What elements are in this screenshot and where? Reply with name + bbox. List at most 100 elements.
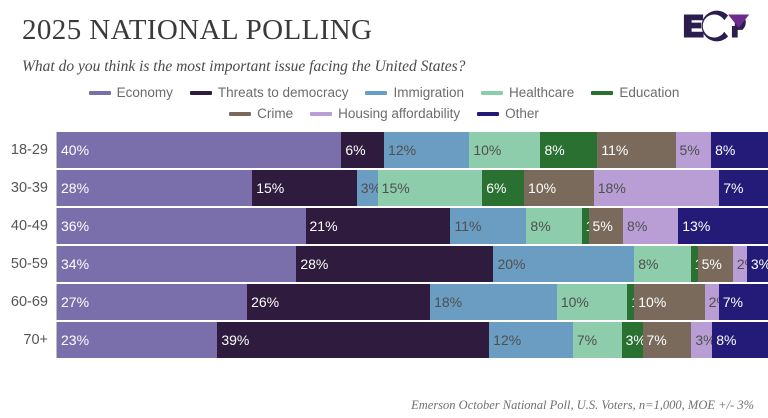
- bar-segment-economy[interactable]: 27%: [57, 284, 248, 320]
- bar-segment-other[interactable]: 3%: [746, 246, 768, 282]
- bar-segment-immigration[interactable]: 3%: [356, 170, 381, 206]
- bar-segment-value: 7%: [646, 332, 667, 348]
- bar-segment-education[interactable]: 1%: [690, 246, 715, 282]
- bar-segment-value: 13%: [682, 218, 711, 234]
- legend-item-crime[interactable]: Crime: [229, 106, 293, 121]
- bar-segment-value: 7%: [576, 332, 598, 348]
- legend-item-education[interactable]: Education: [591, 85, 679, 100]
- bar-segment-value: 18%: [434, 294, 463, 310]
- bar-segment-crime[interactable]: 11%: [597, 132, 676, 168]
- bar-segment-threats-to-democracy[interactable]: 28%: [296, 246, 494, 282]
- bar-segment-economy[interactable]: 23%: [57, 322, 218, 358]
- bar-segment-housing-affordability[interactable]: 18%: [593, 170, 720, 206]
- legend-item-healthcare[interactable]: Healthcare: [481, 85, 574, 100]
- bar-segment-threats-to-democracy[interactable]: 6%: [341, 132, 385, 168]
- legend-item-other[interactable]: Other: [477, 106, 539, 121]
- category-label: 60-69: [10, 294, 48, 310]
- bar-segment-value: 10%: [473, 142, 502, 158]
- bar-segment-crime[interactable]: 5%: [588, 208, 624, 244]
- category-label: 70+: [23, 332, 48, 348]
- bar-segment-value: 3%: [695, 332, 716, 348]
- legend-label: Crime: [257, 106, 294, 121]
- bar-segment-education[interactable]: 1%: [627, 284, 651, 320]
- bar-segment-housing-affordability[interactable]: 3%: [691, 322, 716, 358]
- bar-segment-threats-to-democracy[interactable]: 15%: [252, 170, 357, 206]
- legend-item-threats-to-democracy[interactable]: Threats to democracy: [189, 85, 348, 100]
- bar-segment-economy[interactable]: 28%: [57, 170, 253, 206]
- bar-segment-housing-affordability[interactable]: 8%: [623, 208, 679, 244]
- bar-segment-healthcare[interactable]: 7%: [572, 322, 622, 358]
- bar-segment-value: 5%: [701, 256, 722, 272]
- bar-segment-immigration[interactable]: 18%: [430, 284, 557, 320]
- legend-label: Economy: [116, 85, 173, 100]
- legend-swatch-icon: [591, 90, 614, 95]
- bar-segment-education[interactable]: 6%: [482, 170, 525, 206]
- bar-segment-education[interactable]: 8%: [540, 132, 598, 168]
- bar-segment-immigration[interactable]: 20%: [493, 246, 635, 282]
- bar-segment-housing-affordability[interactable]: 5%: [675, 132, 712, 168]
- category-label: 18-29: [10, 142, 48, 158]
- bar-segment-immigration[interactable]: 12%: [489, 322, 573, 358]
- bar-segment-crime[interactable]: 10%: [524, 170, 594, 206]
- bar-segment-value: 27%: [61, 294, 90, 310]
- bar-segment-value: 6%: [345, 142, 366, 158]
- bar-track: 23% 39% 12% 7% 3% 7% 3% 8%: [56, 322, 768, 358]
- bar-segment-crime[interactable]: 5%: [697, 246, 733, 282]
- bar-segment-other[interactable]: 8%: [712, 322, 768, 358]
- bar-track: 36% 21% 11% 8% 1%5% 8% 13%: [56, 208, 768, 244]
- bar-segment-value: 28%: [61, 180, 90, 196]
- bar-row: 70+ 23% 39% 12% 7% 3% 7% 3% 8%: [0, 322, 768, 358]
- chart-legend: Economy Threats to democracy Immigration He…: [0, 82, 768, 124]
- bar-segment-education[interactable]: 3%: [621, 322, 646, 358]
- legend-swatch-icon: [477, 111, 500, 116]
- bar-segment-other[interactable]: 7%: [719, 170, 768, 206]
- bar-segment-crime[interactable]: 10%: [634, 284, 705, 320]
- legend-swatch-icon: [189, 90, 212, 95]
- bar-segment-value: 39%: [221, 332, 250, 348]
- bar-segment-healthcare[interactable]: 8%: [634, 246, 691, 282]
- bar-segment-housing-affordability[interactable]: 2%: [732, 246, 757, 282]
- bar-segment-value: 40%: [61, 142, 90, 158]
- bar-segment-value: 8%: [544, 142, 565, 158]
- bar-track: 28% 15% 3% 15% 6% 10% 18% 7%: [56, 170, 768, 206]
- bar-segment-threats-to-democracy[interactable]: 21%: [305, 208, 451, 244]
- bar-track: 34% 28% 20% 8% 1%5% 2%3%: [56, 246, 768, 282]
- bar-segment-economy[interactable]: 40%: [57, 132, 342, 168]
- bar-segment-economy[interactable]: 36%: [57, 208, 306, 244]
- bar-segment-crime[interactable]: 7%: [642, 322, 692, 358]
- legend-item-immigration[interactable]: Immigration: [365, 85, 464, 100]
- bar-segment-value: 3%: [625, 332, 646, 348]
- legend-item-economy[interactable]: Economy: [88, 85, 173, 100]
- bar-segment-value: 8%: [716, 332, 737, 348]
- bar-segment-immigration[interactable]: 12%: [384, 132, 470, 168]
- bar-segment-value: 10%: [560, 294, 589, 310]
- bar-segment-healthcare[interactable]: 10%: [469, 132, 541, 168]
- legend-item-housing-affordability[interactable]: Housing affordability: [310, 106, 460, 121]
- stacked-bar-chart: 18-29 40% 6% 12% 10% 8% 11% 5% 8% 30-39 28% 15% 3% 15…: [0, 132, 768, 358]
- bar-segment-healthcare[interactable]: 8%: [526, 208, 582, 244]
- bar-segment-other[interactable]: 7%: [718, 284, 768, 320]
- bar-row: 40-49 36% 21% 11% 8% 1%5% 8% 13%: [0, 208, 768, 244]
- legend-label: Immigration: [393, 85, 465, 100]
- bar-segment-housing-affordability[interactable]: 2%: [704, 284, 729, 320]
- bar-segment-threats-to-democracy[interactable]: 26%: [247, 284, 431, 320]
- bar-segment-economy[interactable]: 34%: [57, 246, 297, 282]
- bar-segment-value: 12%: [493, 332, 522, 348]
- bar-segment-other[interactable]: 8%: [711, 132, 768, 168]
- legend-swatch-icon: [229, 111, 252, 116]
- legend-swatch-icon: [481, 90, 504, 95]
- bar-segment-value: 15%: [256, 180, 285, 196]
- bar-segment-other[interactable]: 13%: [678, 208, 768, 244]
- bar-segment-threats-to-democracy[interactable]: 39%: [217, 322, 490, 358]
- bar-segment-education[interactable]: 1%: [581, 208, 606, 244]
- bar-segment-value: 5%: [592, 218, 613, 234]
- legend-label: Other: [505, 106, 539, 121]
- bar-segment-healthcare[interactable]: 15%: [377, 170, 483, 206]
- bar-segment-immigration[interactable]: 11%: [450, 208, 527, 244]
- bar-segment-healthcare[interactable]: 10%: [556, 284, 628, 320]
- legend-row: Crime Housing affordability Other: [10, 103, 758, 124]
- category-label: 50-59: [10, 256, 48, 272]
- bar-segment-value: 5%: [679, 142, 700, 158]
- bar-segment-value: 20%: [497, 256, 526, 272]
- bar-segment-value: 7%: [722, 294, 743, 310]
